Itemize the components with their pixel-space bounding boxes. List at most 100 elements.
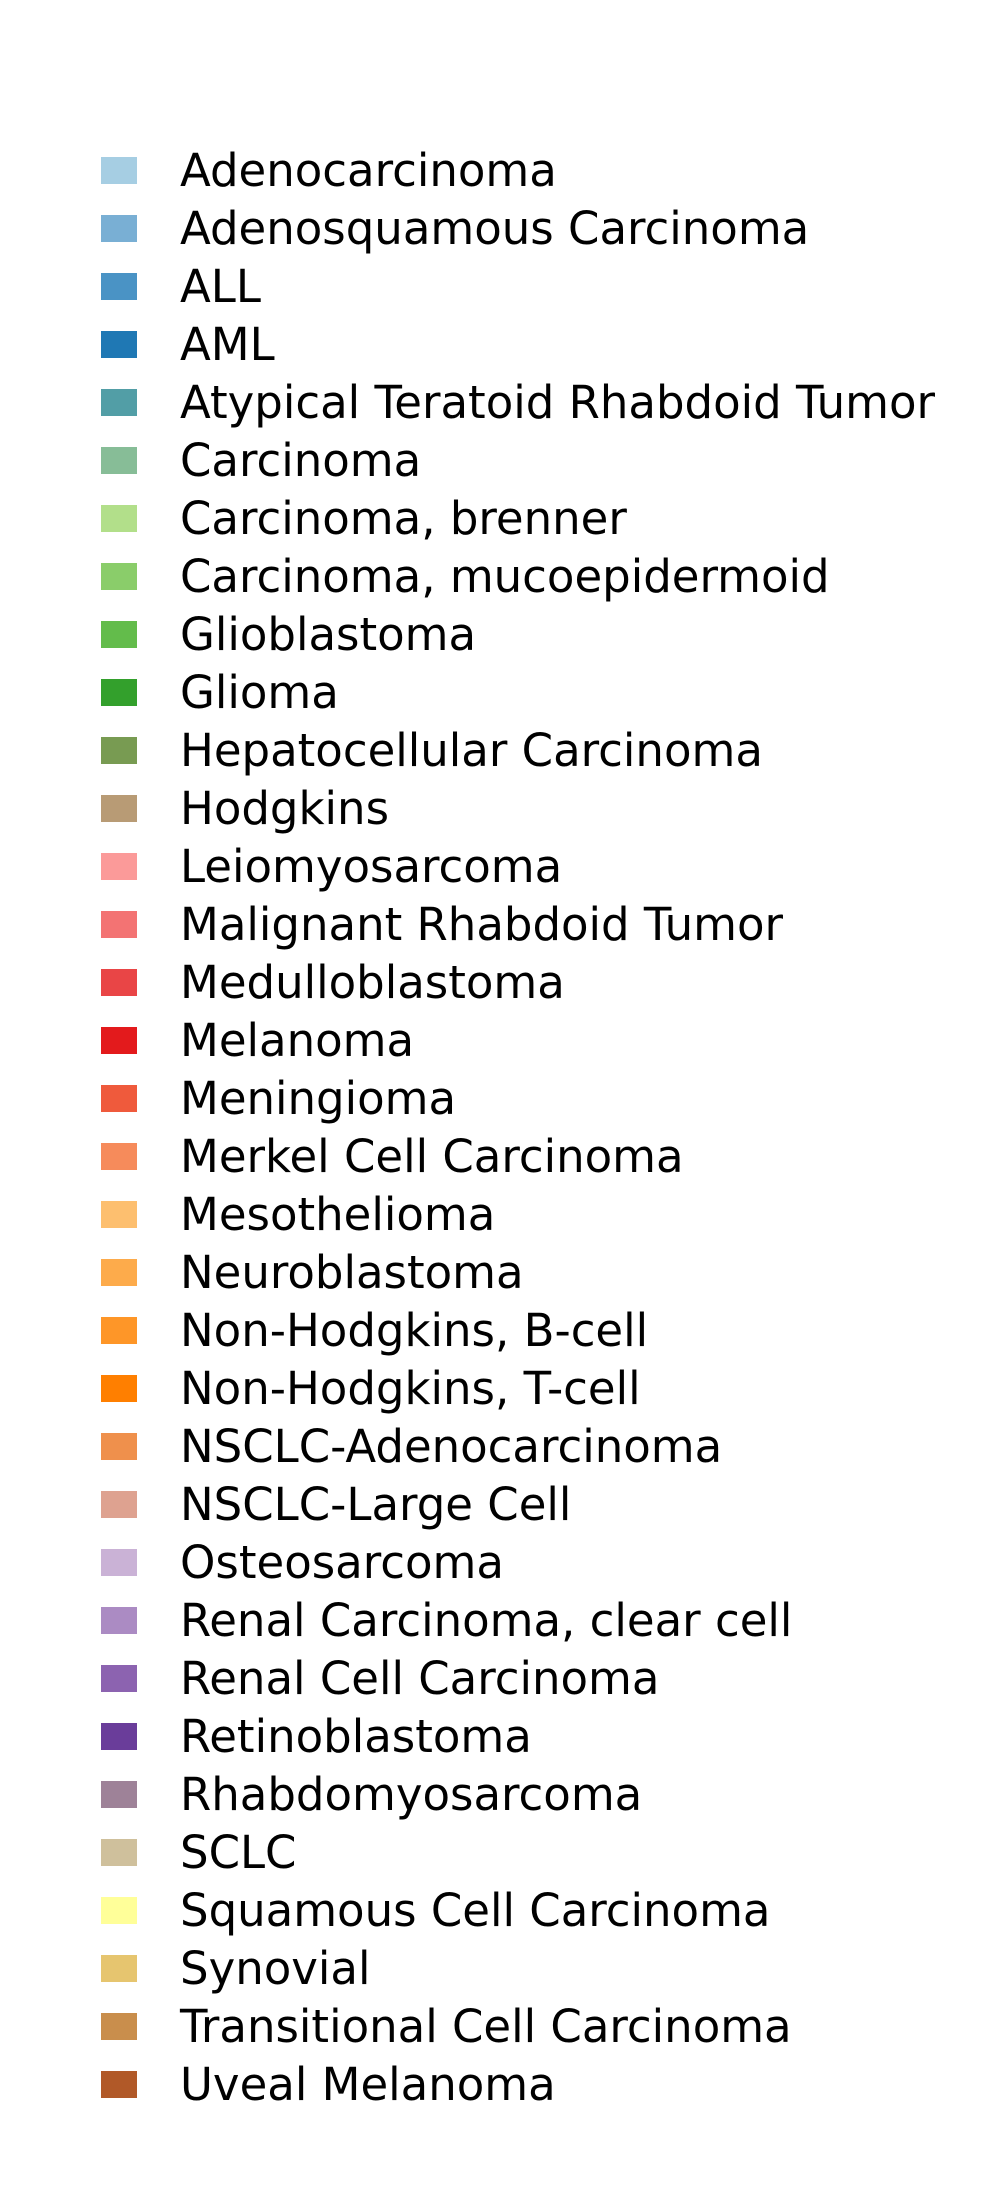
legend-swatch bbox=[101, 1143, 137, 1170]
legend-label: Carcinoma, mucoepidermoid bbox=[180, 550, 830, 603]
legend-item: Medulloblastoma bbox=[0, 954, 974, 1012]
legend-item: Hodgkins bbox=[0, 780, 974, 838]
legend-item: Uveal Melanoma bbox=[0, 2056, 974, 2114]
legend-label: Uveal Melanoma bbox=[180, 2058, 556, 2111]
legend-swatch bbox=[101, 389, 137, 416]
legend-label: Malignant Rhabdoid Tumor bbox=[180, 898, 783, 951]
legend-label: Rhabdomyosarcoma bbox=[180, 1768, 643, 1821]
legend-item: AML bbox=[0, 316, 974, 374]
legend-swatch bbox=[101, 1259, 137, 1286]
legend-swatch bbox=[101, 505, 137, 532]
legend-item: Synovial bbox=[0, 1940, 974, 1998]
legend-swatch bbox=[101, 911, 137, 938]
legend-item: Glioblastoma bbox=[0, 606, 974, 664]
legend-item: Atypical Teratoid Rhabdoid Tumor bbox=[0, 374, 974, 432]
legend-item: Glioma bbox=[0, 664, 974, 722]
legend-item: Leiomyosarcoma bbox=[0, 838, 974, 896]
legend-swatch bbox=[101, 215, 137, 242]
legend-item: Neuroblastoma bbox=[0, 1244, 974, 1302]
legend-swatch bbox=[101, 1549, 137, 1576]
legend-swatch bbox=[101, 1839, 137, 1866]
legend-item: Malignant Rhabdoid Tumor bbox=[0, 896, 974, 954]
legend-item: Rhabdomyosarcoma bbox=[0, 1766, 974, 1824]
legend-item: Adenosquamous Carcinoma bbox=[0, 200, 974, 258]
legend-label: Medulloblastoma bbox=[180, 956, 565, 1009]
legend-swatch bbox=[101, 679, 137, 706]
legend-label: Neuroblastoma bbox=[180, 1246, 524, 1299]
legend-item: Merkel Cell Carcinoma bbox=[0, 1128, 974, 1186]
legend-item: NSCLC-Adenocarcinoma bbox=[0, 1418, 974, 1476]
legend-swatch bbox=[101, 1607, 137, 1634]
legend-label: SCLC bbox=[180, 1826, 297, 1879]
legend-label: Atypical Teratoid Rhabdoid Tumor bbox=[180, 376, 936, 429]
legend-item: Hepatocellular Carcinoma bbox=[0, 722, 974, 780]
legend-item: Retinoblastoma bbox=[0, 1708, 974, 1766]
legend-swatch bbox=[101, 1085, 137, 1112]
legend-label: Mesothelioma bbox=[180, 1188, 496, 1241]
legend-item: Carcinoma bbox=[0, 432, 974, 490]
legend-swatch bbox=[101, 1781, 137, 1808]
legend-swatch bbox=[101, 1723, 137, 1750]
legend-label: Hepatocellular Carcinoma bbox=[180, 724, 763, 777]
legend-label: Leiomyosarcoma bbox=[180, 840, 563, 893]
legend-swatch bbox=[101, 1491, 137, 1518]
legend-swatch bbox=[101, 1375, 137, 1402]
legend-label: ALL bbox=[180, 260, 261, 313]
legend-swatch bbox=[101, 1027, 137, 1054]
legend-swatch bbox=[101, 1955, 137, 1982]
legend-item: Squamous Cell Carcinoma bbox=[0, 1882, 974, 1940]
legend-label: Synovial bbox=[180, 1942, 371, 1995]
legend-label: Adenosquamous Carcinoma bbox=[180, 202, 810, 255]
legend-label: Retinoblastoma bbox=[180, 1710, 532, 1763]
legend-item: ALL bbox=[0, 258, 974, 316]
legend: Adenocarcinoma Adenosquamous Carcinoma ALL… bbox=[0, 142, 974, 2114]
legend-item: Carcinoma, brenner bbox=[0, 490, 974, 548]
legend-item: Renal Carcinoma, clear cell bbox=[0, 1592, 974, 1650]
legend-label: Merkel Cell Carcinoma bbox=[180, 1130, 684, 1183]
legend-label: Glioblastoma bbox=[180, 608, 477, 661]
legend-swatch bbox=[101, 795, 137, 822]
legend-label: AML bbox=[180, 318, 275, 371]
legend-swatch bbox=[101, 1317, 137, 1344]
legend-label: Squamous Cell Carcinoma bbox=[180, 1884, 771, 1937]
legend-item: Transitional Cell Carcinoma bbox=[0, 1998, 974, 2056]
legend-label: Hodgkins bbox=[180, 782, 390, 835]
legend-label: Non-Hodgkins, B-cell bbox=[180, 1304, 649, 1357]
legend-item: Mesothelioma bbox=[0, 1186, 974, 1244]
legend-label: Renal Cell Carcinoma bbox=[180, 1652, 660, 1705]
legend-swatch bbox=[101, 969, 137, 996]
legend-swatch bbox=[101, 737, 137, 764]
legend-swatch bbox=[101, 1433, 137, 1460]
legend-swatch bbox=[101, 1201, 137, 1228]
legend-item: Melanoma bbox=[0, 1012, 974, 1070]
legend-label: NSCLC-Adenocarcinoma bbox=[180, 1420, 723, 1473]
legend-item: Renal Cell Carcinoma bbox=[0, 1650, 974, 1708]
legend-label: Non-Hodgkins, T-cell bbox=[180, 1362, 641, 1415]
legend-item: Meningioma bbox=[0, 1070, 974, 1128]
legend-swatch bbox=[101, 1665, 137, 1692]
legend-swatch bbox=[101, 563, 137, 590]
legend-swatch bbox=[101, 273, 137, 300]
legend-item: Non-Hodgkins, T-cell bbox=[0, 1360, 974, 1418]
legend-swatch bbox=[101, 447, 137, 474]
legend-label: Carcinoma bbox=[180, 434, 422, 487]
legend-item: Osteosarcoma bbox=[0, 1534, 974, 1592]
legend-label: Renal Carcinoma, clear cell bbox=[180, 1594, 793, 1647]
legend-label: Meningioma bbox=[180, 1072, 457, 1125]
legend-swatch bbox=[101, 331, 137, 358]
legend-swatch bbox=[101, 157, 137, 184]
legend-label: Osteosarcoma bbox=[180, 1536, 504, 1589]
legend-item: Non-Hodgkins, B-cell bbox=[0, 1302, 974, 1360]
legend-label: Transitional Cell Carcinoma bbox=[180, 2000, 792, 2053]
legend-item: Adenocarcinoma bbox=[0, 142, 974, 200]
legend-swatch bbox=[101, 621, 137, 648]
legend-item: Carcinoma, mucoepidermoid bbox=[0, 548, 974, 606]
legend-item: SCLC bbox=[0, 1824, 974, 1882]
legend-swatch bbox=[101, 2071, 137, 2098]
legend-label: Melanoma bbox=[180, 1014, 415, 1067]
legend-label: NSCLC-Large Cell bbox=[180, 1478, 572, 1531]
legend-swatch bbox=[101, 2013, 137, 2040]
legend-swatch bbox=[101, 853, 137, 880]
legend-label: Adenocarcinoma bbox=[180, 144, 557, 197]
legend-item: NSCLC-Large Cell bbox=[0, 1476, 974, 1534]
